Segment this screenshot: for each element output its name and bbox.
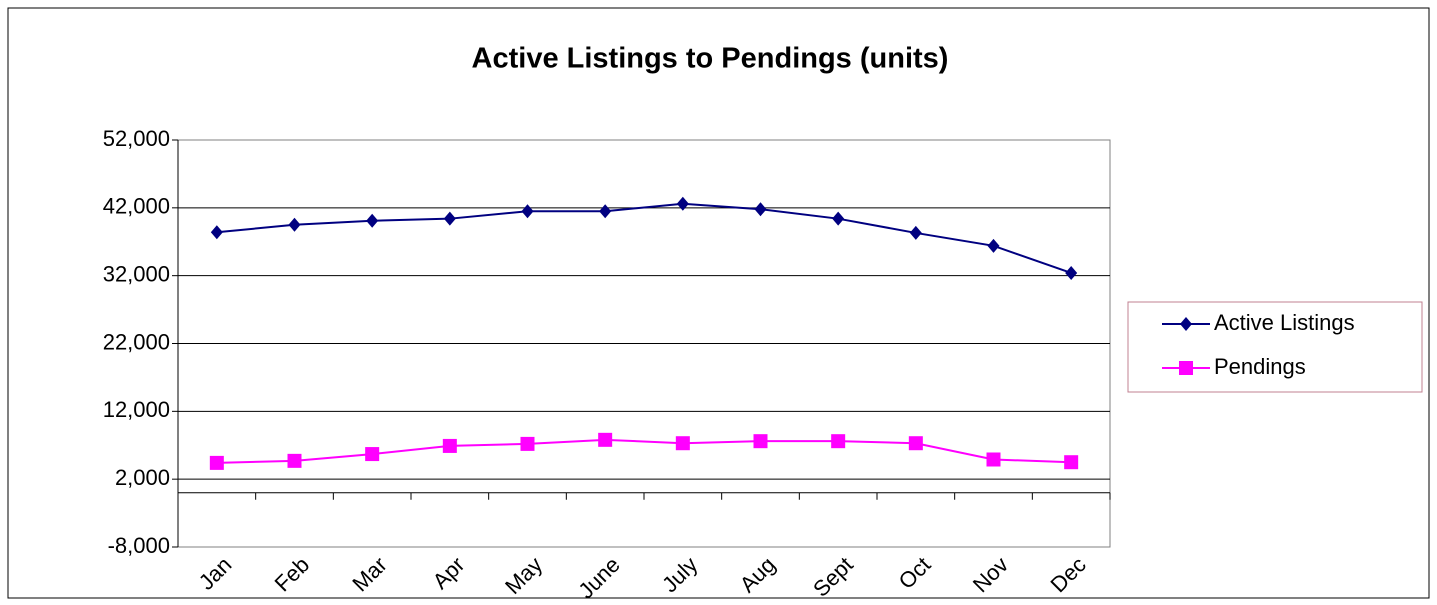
data-point: [443, 211, 456, 226]
y-tick-label: 42,000: [103, 194, 170, 219]
data-point: [599, 204, 612, 219]
y-tick-label: 52,000: [103, 126, 170, 151]
data-point: [987, 238, 1000, 253]
data-point: [1064, 455, 1079, 470]
y-tick-label: 22,000: [103, 329, 170, 354]
data-point: [753, 434, 768, 449]
data-point: [288, 217, 301, 232]
y-tick-label: 2,000: [115, 465, 170, 490]
series-line: [216, 202, 1072, 274]
legend-marker: [1179, 361, 1193, 375]
data-point: [366, 213, 379, 228]
legend-label: Active Listings: [1214, 310, 1355, 335]
data-point: [675, 436, 690, 451]
legend-label: Pendings: [1214, 354, 1306, 379]
legend-box: [1127, 301, 1423, 393]
data-point: [520, 436, 535, 451]
data-point: [442, 438, 457, 453]
data-point: [986, 452, 1001, 467]
data-point: [365, 447, 380, 462]
data-point: [209, 455, 224, 470]
data-point: [832, 211, 845, 226]
chart-title: Active Listings to Pendings (units): [472, 43, 949, 75]
y-tick-label: -8,000: [108, 533, 170, 558]
legend-marker: [1180, 317, 1192, 331]
data-point: [521, 204, 534, 219]
data-point: [676, 196, 689, 211]
y-tick-label: 32,000: [103, 261, 170, 286]
data-point: [598, 432, 613, 447]
y-tick-label: 12,000: [103, 397, 170, 422]
series-line: [216, 438, 1072, 464]
data-point: [909, 225, 922, 240]
data-point: [287, 453, 302, 468]
data-point: [210, 225, 223, 240]
data-point: [1065, 265, 1078, 280]
data-point: [754, 202, 767, 217]
data-point: [908, 436, 923, 451]
data-point: [831, 434, 846, 449]
